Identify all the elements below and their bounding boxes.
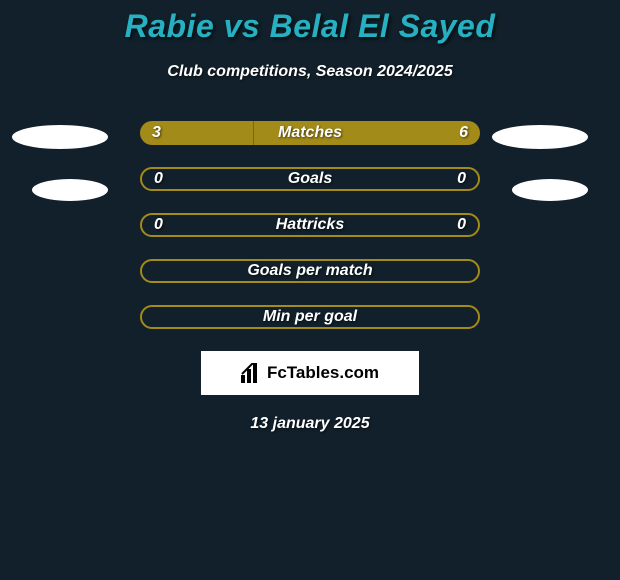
stat-value-left: 0: [154, 216, 163, 234]
stat-row: Min per goal: [0, 305, 620, 329]
stat-label: Min per goal: [142, 308, 478, 326]
stat-rows: Matches36Goals00Hattricks00Goals per mat…: [0, 121, 620, 329]
bar-left: [140, 121, 253, 145]
page-title: Rabie vs Belal El Sayed: [125, 8, 496, 45]
left-flag-icon: [32, 179, 108, 201]
bar-right: [253, 121, 480, 145]
stat-label: Goals per match: [142, 262, 478, 280]
bars-icon: [241, 363, 263, 383]
right-flag-icon: [512, 179, 588, 201]
stat-bar: Goals0 0: [140, 167, 480, 191]
subtitle: Club competitions, Season 2024/2025: [167, 63, 452, 81]
comparison-card: Rabie vs Belal El Sayed Club competition…: [0, 0, 620, 433]
stat-bar: Hattricks0 0: [140, 213, 480, 237]
stat-bar: Goals per match: [140, 259, 480, 283]
logo-text: FcTables.com: [267, 363, 379, 383]
stat-bar: Matches36: [140, 121, 480, 145]
stat-row: Goals per match: [0, 259, 620, 283]
stat-value-right: 0: [457, 170, 466, 188]
stat-bar: Min per goal: [140, 305, 480, 329]
left-flag-icon: [12, 125, 108, 149]
stat-label: Goals: [142, 170, 478, 188]
stat-value-right: 0: [457, 216, 466, 234]
logo-box: FcTables.com: [201, 351, 419, 395]
stat-value-left: 0: [154, 170, 163, 188]
right-flag-icon: [492, 125, 588, 149]
date-label: 13 january 2025: [250, 415, 369, 433]
stat-label: Hattricks: [142, 216, 478, 234]
stat-row: Hattricks0 0: [0, 213, 620, 237]
